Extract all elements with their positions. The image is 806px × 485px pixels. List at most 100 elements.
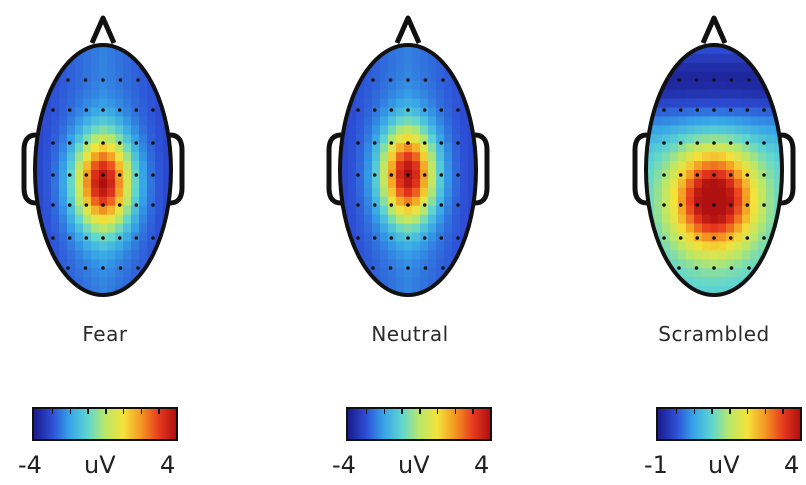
heatmap-cell — [718, 196, 727, 207]
heatmap-cell — [131, 134, 140, 144]
electrode-dot — [712, 203, 716, 207]
heatmap-cell — [35, 89, 44, 100]
colorbar-tick — [69, 409, 71, 414]
electrode-dot — [388, 78, 393, 82]
heatmap-cell — [356, 98, 365, 109]
heatmap-cell — [670, 125, 679, 135]
heatmap-cell — [67, 134, 76, 144]
heatmap-cell — [766, 205, 775, 216]
heatmap-cell — [404, 116, 413, 126]
heatmap-cell — [396, 116, 405, 126]
heatmap-cell — [702, 80, 711, 91]
heatmap-cell — [364, 89, 373, 100]
heatmap-cell — [654, 178, 663, 189]
heatmap-cell — [99, 98, 108, 109]
heatmap-cell — [51, 178, 60, 189]
heatmap-cell — [726, 250, 735, 260]
heatmap-cell — [678, 161, 687, 171]
scalp-map-fear — [21, 15, 185, 297]
heatmap-cell — [452, 277, 461, 287]
electrode-dot — [745, 236, 750, 240]
heatmap-cell — [123, 161, 132, 171]
heatmap-cell — [123, 80, 132, 91]
heatmap-cell — [412, 71, 421, 82]
heatmap-cell — [468, 241, 476, 251]
heatmap-cell — [460, 214, 469, 225]
heatmap-cell — [147, 45, 156, 55]
heatmap-cell — [396, 89, 405, 100]
heatmap-cell — [702, 152, 711, 162]
heatmap-cell — [444, 134, 453, 144]
heatmap-cell — [750, 53, 759, 64]
heatmap-cell — [396, 98, 405, 109]
heatmap-cell — [654, 71, 663, 82]
heatmap-cell — [91, 134, 100, 144]
heatmap-cell — [155, 214, 164, 225]
heatmap-cell — [155, 286, 164, 295]
heatmap-cell — [726, 178, 735, 189]
electrode-dot — [406, 108, 410, 112]
heatmap-cell — [91, 214, 100, 225]
heatmap-cell — [404, 45, 413, 55]
heatmap-cell — [59, 196, 68, 207]
heatmap-cell — [91, 80, 100, 91]
heatmap-cell — [710, 187, 719, 198]
heatmap-cell — [163, 241, 171, 251]
heatmap-cell — [646, 277, 655, 287]
electrode-dot — [694, 78, 699, 82]
heatmap-cell — [123, 134, 132, 144]
electrode-dots-scrambled — [662, 78, 766, 270]
heatmap-cell — [155, 223, 164, 234]
heatmap-cell — [91, 223, 100, 234]
electrode-dot — [136, 266, 140, 270]
heatmap-cell — [51, 268, 60, 278]
heatmap-cell — [662, 116, 671, 126]
heatmap-cell — [726, 196, 735, 207]
heatmap-cell — [662, 232, 671, 243]
heatmap-cell — [356, 152, 365, 162]
heatmap-cell — [436, 187, 445, 198]
heatmap-cell — [444, 152, 453, 162]
heatmap-cell — [99, 45, 108, 55]
heatmap-cell — [83, 178, 92, 189]
heatmap-cell — [460, 125, 469, 135]
heatmap-cell — [670, 214, 679, 225]
heatmap-cell — [75, 62, 84, 73]
heatmap-cell — [678, 196, 687, 207]
heatmap-cell — [43, 170, 52, 180]
heatmap-cell — [380, 223, 389, 234]
heatmap-cell — [372, 143, 381, 153]
heatmap-cell — [123, 268, 132, 278]
heatmap-cell — [356, 116, 365, 126]
heatmap-cell — [51, 107, 60, 118]
heatmap-cell — [436, 98, 445, 109]
heatmap-cell — [147, 214, 156, 225]
heatmap-cell — [710, 259, 719, 269]
heatmap-cell — [99, 268, 108, 278]
heatmap-cell — [115, 89, 124, 100]
heatmap-cell — [147, 161, 156, 171]
heatmap-cell — [412, 161, 421, 171]
heatmap-cell — [420, 71, 429, 82]
heatmap-cell — [131, 268, 140, 278]
heatmap-cell — [380, 277, 389, 287]
heatmap-cell — [412, 170, 421, 180]
heatmap-cell — [123, 170, 132, 180]
heatmap-cell — [91, 152, 100, 162]
heatmap-cell — [686, 80, 695, 91]
condition-label: Fear — [82, 322, 128, 346]
heatmap-cell — [147, 98, 156, 109]
heatmap-cell — [774, 98, 782, 109]
heatmap-cell — [107, 277, 116, 287]
heatmap-cell — [388, 152, 397, 162]
electrode-dot — [422, 141, 427, 145]
heatmap-cell — [43, 259, 52, 269]
heatmap-cell — [702, 143, 711, 153]
heatmap-cell — [348, 53, 357, 64]
heatmap-cell — [750, 89, 759, 100]
heatmap-cell — [758, 178, 767, 189]
heatmap-cell — [43, 45, 52, 55]
heatmap-cell — [662, 268, 671, 278]
heatmap-cell — [412, 196, 421, 207]
heatmap-cell — [460, 178, 469, 189]
